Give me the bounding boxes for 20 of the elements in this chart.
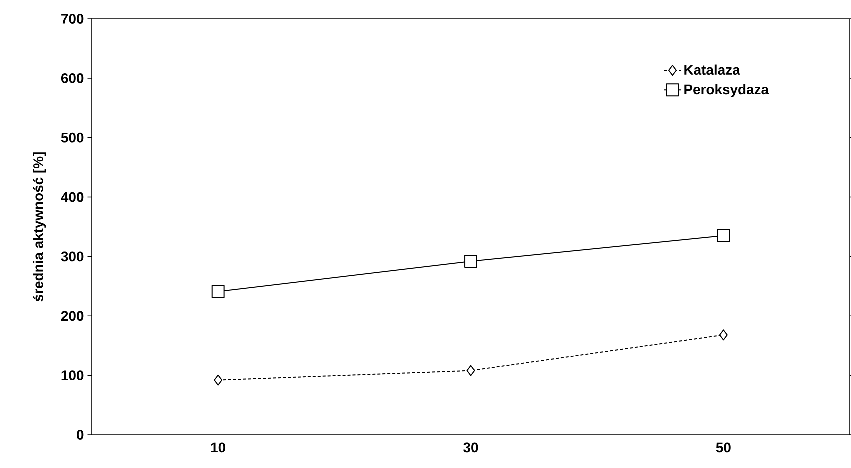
x-tick-label: 10	[211, 442, 226, 453]
point	[466, 365, 476, 376]
point	[717, 229, 730, 242]
y-tick-label: 0	[77, 430, 84, 440]
y-tick-label: 500	[61, 132, 84, 143]
point	[464, 254, 478, 268]
x-tick-label: 50	[716, 442, 731, 453]
point	[212, 285, 225, 298]
y-tick-label: 600	[61, 73, 84, 84]
legend-label: Peroksydaza	[684, 84, 770, 98]
point	[719, 330, 728, 341]
y-axis-title: średnia aktywność [%]	[33, 152, 46, 302]
y-tick-label: 300	[61, 252, 84, 262]
point	[214, 374, 223, 386]
x-tick-label: 30	[464, 442, 478, 453]
legend-label: Katalaza	[684, 64, 740, 76]
y-tick-label: 400	[61, 192, 84, 202]
y-tick-label: 100	[62, 370, 84, 381]
y-tick-label: 700	[62, 14, 84, 24]
y-tick-label: 200	[61, 311, 84, 322]
